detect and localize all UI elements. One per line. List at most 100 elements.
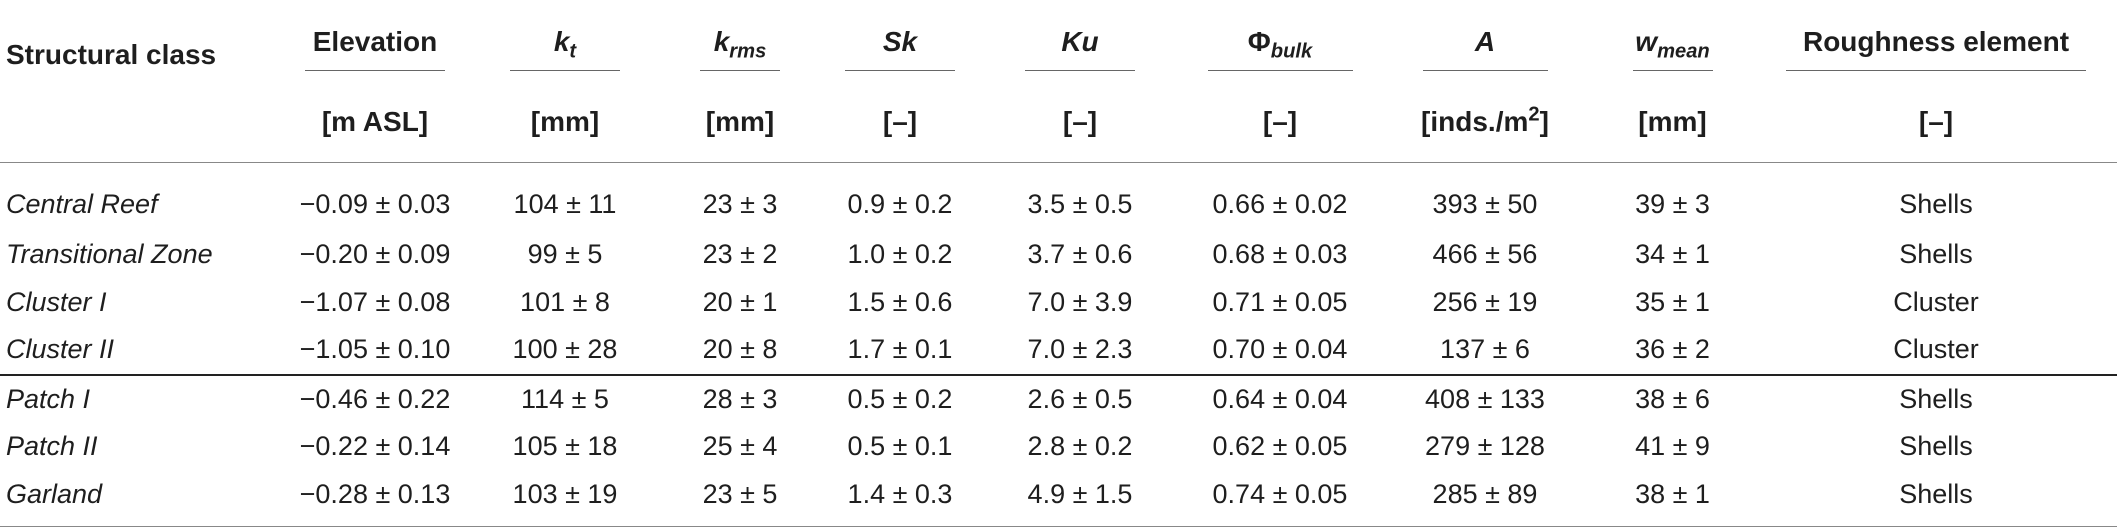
table-row: Garland −0.28 ± 0.13 103 ± 19 23 ± 5 1.4… bbox=[0, 470, 2117, 527]
cell-phi-bulk: 0.64 ± 0.04 bbox=[1180, 373, 1380, 423]
cell-kt: 103 ± 19 bbox=[470, 470, 660, 527]
header-row-symbols: Structural class Elevation kt krms Sk Ku… bbox=[0, 0, 2117, 82]
table-row: Transitional Zone −0.20 ± 0.09 99 ± 5 23… bbox=[0, 231, 2117, 279]
cell-elevation: −0.22 ± 0.14 bbox=[299, 431, 451, 462]
cell-w-mean: 34 ± 1 bbox=[1635, 239, 1710, 270]
unit-structural-class bbox=[0, 82, 280, 163]
unit-kt: [mm] bbox=[470, 82, 660, 163]
cell-ku: 2.8 ± 0.2 bbox=[1027, 431, 1133, 462]
col-header-kt: kt bbox=[470, 0, 660, 82]
cell-elevation: −0.28 ± 0.13 bbox=[280, 470, 470, 527]
cell-ku: 7.0 ± 2.3 bbox=[1027, 334, 1133, 365]
cell-elevation: −0.09 ± 0.03 bbox=[299, 188, 451, 219]
cell-phi-bulk: 0.74 ± 0.05 bbox=[1180, 470, 1380, 527]
table-row: Patch II −0.22 ± 0.14 105 ± 18 25 ± 4 0.… bbox=[0, 423, 2117, 471]
table-body: Central Reef −0.09 ± 0.03 104 ± 11 23 ± … bbox=[0, 163, 2117, 527]
cell-phi-bulk: 0.68 ± 0.03 bbox=[1212, 239, 1348, 270]
cell-roughness-element: Shells bbox=[1755, 470, 2117, 527]
cell-kt: 100 ± 28 bbox=[512, 334, 618, 365]
col-header-roughness-element: Roughness element bbox=[1755, 0, 2117, 82]
unit-roughness-element: [–] bbox=[1755, 82, 2117, 163]
cell-elevation: −0.46 ± 0.22 bbox=[280, 373, 470, 423]
cell-sk: 0.5 ± 0.2 bbox=[820, 373, 980, 423]
col-header-elevation: Elevation bbox=[280, 0, 470, 82]
cell-ku: 7.0 ± 3.9 bbox=[1027, 286, 1133, 317]
cell-ku: 4.9 ± 1.5 bbox=[980, 470, 1180, 527]
col-header-phi-bulk: Φbulk bbox=[1180, 0, 1380, 82]
unit-phi-bulk: [–] bbox=[1180, 82, 1380, 163]
cell-ku: 3.7 ± 0.6 bbox=[1027, 239, 1133, 270]
table-header: Structural class Elevation kt krms Sk Ku… bbox=[0, 0, 2117, 163]
cell-w-mean: 38 ± 1 bbox=[1590, 470, 1755, 527]
cell-elevation: −1.07 ± 0.08 bbox=[299, 286, 451, 317]
col-header-sk: Sk bbox=[820, 0, 980, 82]
cell-a: 285 ± 89 bbox=[1380, 470, 1590, 527]
cell-structural-class: Cluster I bbox=[6, 286, 107, 317]
cell-a: 137 ± 6 bbox=[1440, 334, 1530, 365]
cell-sk: 1.4 ± 0.3 bbox=[820, 470, 980, 527]
cell-w-mean: 36 ± 2 bbox=[1635, 334, 1710, 365]
col-header-a: A bbox=[1380, 0, 1590, 82]
unit-ku: [–] bbox=[980, 82, 1180, 163]
cell-structural-class: Central Reef bbox=[6, 188, 158, 219]
cell-sk: 1.5 ± 0.6 bbox=[847, 286, 953, 317]
cell-structural-class: Cluster II bbox=[6, 334, 115, 365]
cell-sk: 0.9 ± 0.2 bbox=[847, 188, 953, 219]
cell-ku: 2.6 ± 0.5 bbox=[980, 373, 1180, 423]
table-row: Patch I −0.46 ± 0.22 114 ± 5 28 ± 3 0.5 … bbox=[0, 373, 2117, 423]
cell-a: 256 ± 19 bbox=[1432, 286, 1538, 317]
cell-roughness-element: Shells bbox=[1899, 239, 1973, 270]
unit-krms: [mm] bbox=[660, 82, 820, 163]
cell-w-mean: 39 ± 3 bbox=[1635, 188, 1710, 219]
unit-a: [inds./m2] bbox=[1380, 82, 1590, 163]
cell-krms: 20 ± 1 bbox=[702, 286, 778, 317]
cell-krms: 25 ± 4 bbox=[702, 431, 778, 462]
table-row: Cluster II −1.05 ± 0.10 100 ± 28 20 ± 8 … bbox=[0, 326, 2117, 375]
cell-phi-bulk: 0.66 ± 0.02 bbox=[1212, 188, 1348, 219]
col-header-ku: Ku bbox=[980, 0, 1180, 82]
cell-ku: 3.5 ± 0.5 bbox=[1027, 188, 1133, 219]
table-row: Central Reef −0.09 ± 0.03 104 ± 11 23 ± … bbox=[0, 163, 2117, 232]
cell-krms: 28 ± 3 bbox=[660, 373, 820, 423]
cell-phi-bulk: 0.70 ± 0.04 bbox=[1212, 334, 1348, 365]
col-header-w-mean: wmean bbox=[1590, 0, 1755, 82]
cell-sk: 1.0 ± 0.2 bbox=[847, 239, 953, 270]
cell-sk: 0.5 ± 0.1 bbox=[847, 431, 953, 462]
cell-kt: 101 ± 8 bbox=[520, 286, 610, 317]
cell-roughness-element: Shells bbox=[1899, 431, 1973, 462]
col-header-structural-class: Structural class bbox=[6, 39, 217, 70]
cell-a: 279 ± 128 bbox=[1425, 431, 1545, 462]
cell-roughness-element: Cluster bbox=[1893, 334, 1979, 365]
cell-a: 466 ± 56 bbox=[1432, 239, 1538, 270]
cell-kt: 104 ± 11 bbox=[513, 188, 617, 219]
cell-elevation: −1.05 ± 0.10 bbox=[299, 334, 451, 365]
cell-w-mean: 38 ± 6 bbox=[1590, 373, 1755, 423]
cell-kt: 99 ± 5 bbox=[527, 239, 603, 270]
cell-krms: 23 ± 3 bbox=[702, 188, 778, 219]
cell-phi-bulk: 0.62 ± 0.05 bbox=[1212, 431, 1348, 462]
cell-a: 393 ± 50 bbox=[1432, 188, 1538, 219]
cell-krms: 20 ± 8 bbox=[702, 334, 778, 365]
cell-structural-class: Patch I bbox=[0, 373, 280, 423]
cell-roughness-element: Cluster bbox=[1893, 286, 1979, 317]
unit-elevation: [m ASL] bbox=[280, 82, 470, 163]
table-row: Cluster I −1.07 ± 0.08 101 ± 8 20 ± 1 1.… bbox=[0, 279, 2117, 327]
cell-sk: 1.7 ± 0.1 bbox=[847, 334, 953, 365]
cell-a: 408 ± 133 bbox=[1380, 373, 1590, 423]
cell-kt: 114 ± 5 bbox=[470, 373, 660, 423]
cell-roughness-element: Shells bbox=[1899, 188, 1973, 219]
cell-structural-class: Patch II bbox=[6, 431, 98, 462]
header-row-units: [m ASL] [mm] [mm] [–] [–] [–] [inds./m2]… bbox=[0, 82, 2117, 163]
cell-w-mean: 35 ± 1 bbox=[1635, 286, 1710, 317]
cell-krms: 23 ± 5 bbox=[660, 470, 820, 527]
cell-elevation: −0.20 ± 0.09 bbox=[299, 239, 451, 270]
cell-structural-class: Garland bbox=[0, 470, 280, 527]
cell-w-mean: 41 ± 9 bbox=[1635, 431, 1710, 462]
col-header-krms: krms bbox=[660, 0, 820, 82]
cell-phi-bulk: 0.71 ± 0.05 bbox=[1212, 286, 1348, 317]
cell-kt: 105 ± 18 bbox=[512, 431, 618, 462]
cell-structural-class: Transitional Zone bbox=[6, 239, 213, 270]
cell-krms: 23 ± 2 bbox=[702, 239, 778, 270]
unit-w-mean: [mm] bbox=[1590, 82, 1755, 163]
